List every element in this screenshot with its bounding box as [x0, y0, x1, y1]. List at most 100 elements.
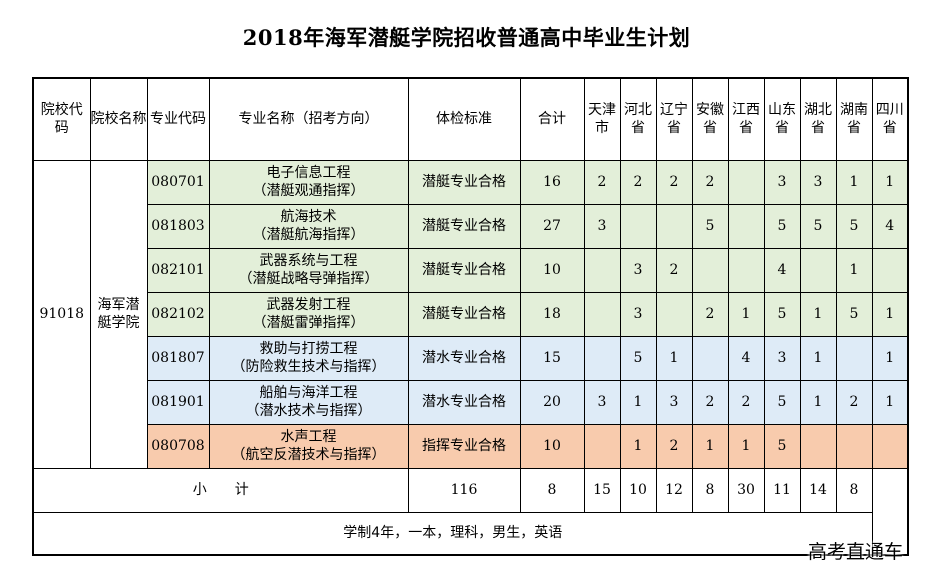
province-count-cell: 5: [691, 203, 729, 249]
province-count-cell: 1: [835, 159, 873, 205]
province-count-cell: 5: [763, 379, 801, 425]
subtotal-count: 8: [835, 467, 873, 513]
total-cell: 15: [519, 335, 585, 381]
watermark: 高考直通车: [807, 541, 903, 563]
header-major-name: 专业名称（招考方向）: [208, 77, 409, 161]
province-count-cell: 2: [727, 379, 765, 425]
subtotal-count: 10: [619, 467, 657, 513]
major-direction: （潜艇雷弹指挥）: [252, 315, 365, 331]
province-count-cell: 1: [871, 335, 909, 381]
table-row: 91018 海军潜艇学院 080701 电子信息工程 （潜艇观通指挥） 潜艇专业合格 16 2…: [32, 159, 909, 469]
subtotal-row: 小 计 116 8 15 10 12 8 30 11 14 8: [32, 467, 908, 513]
physical-standard-cell: 指挥专业合格: [407, 423, 521, 469]
major-code-cell: 080701: [146, 159, 210, 205]
province-count-cell: 1: [691, 423, 729, 469]
major-direction: （潜艇战略导弹指挥）: [238, 271, 379, 287]
header-province: 湖北省: [799, 77, 837, 161]
subtotal-count: 12: [655, 467, 693, 513]
subtotal-label: 小 计: [32, 467, 409, 513]
province-count-cell: 1: [871, 291, 909, 337]
province-count-cell: 2: [691, 291, 729, 337]
province-count-cell: 2: [691, 159, 729, 205]
province-count-cell: [655, 203, 693, 249]
major-name: 水声工程: [280, 429, 337, 445]
subtotal-count: 30: [727, 467, 765, 513]
province-count-cell: 2: [691, 379, 729, 425]
header-province: 湖南省: [835, 77, 873, 161]
header-school-code: 院校代码: [32, 77, 91, 161]
province-count-cell: 1: [727, 423, 765, 469]
province-count-cell: 3: [799, 159, 837, 205]
header-school-name: 院校名称: [89, 77, 148, 161]
province-count-cell: 1: [655, 335, 693, 381]
province-count-cell: 2: [583, 159, 621, 205]
physical-standard-cell: 潜艇专业合格: [407, 159, 521, 205]
major-name: 武器系统与工程: [259, 253, 358, 269]
major-name: 武器发射工程: [266, 297, 351, 313]
province-count-cell: 2: [655, 423, 693, 469]
page-title: 2018年海军潜艇学院招收普通高中毕业生计划: [242, 25, 691, 50]
province-count-cell: 1: [619, 423, 657, 469]
province-count-cell: 2: [835, 379, 873, 425]
header-province: 辽宁省: [655, 77, 693, 161]
province-count-cell: 1: [835, 247, 873, 293]
major-direction: （防险救生技术与指挥）: [231, 359, 386, 375]
province-count-cell: 1: [799, 379, 837, 425]
major-name-cell: 水声工程 （航空反潜技术与指挥）: [208, 423, 409, 469]
total-cell: 18: [519, 291, 585, 337]
province-count-cell: [619, 203, 657, 249]
province-count-cell: 5: [763, 423, 801, 469]
table-row: 081901 船舶与海洋工程 （潜水技术与指挥） 潜水专业合格 20 3 1 3 2 2 5 1 2 1: [33, 379, 909, 425]
header-province: 天津市: [583, 77, 621, 161]
province-count-cell: 5: [835, 291, 873, 337]
header-major-code: 专业代码: [146, 77, 210, 161]
major-name: 船舶与海洋工程: [259, 385, 358, 401]
major-code-cell: 082102: [146, 291, 210, 337]
footnote: 学制4年，一本，理科，男生，英语: [32, 511, 873, 556]
province-count-cell: 1: [727, 291, 765, 337]
header-province: 河北省: [619, 77, 657, 161]
province-count-cell: [835, 423, 873, 469]
province-count-cell: [655, 291, 693, 337]
subtotal-count: 15: [583, 467, 621, 513]
province-count-cell: 2: [619, 159, 657, 205]
total-cell: 10: [519, 423, 585, 469]
major-direction: （潜艇航海指挥）: [252, 227, 365, 243]
major-name-cell: 武器系统与工程 （潜艇战略导弹指挥）: [208, 247, 409, 293]
province-count-cell: 1: [799, 291, 837, 337]
province-count-cell: 3: [619, 247, 657, 293]
province-count-cell: 5: [763, 203, 801, 249]
province-count-cell: [691, 247, 729, 293]
province-count-cell: 3: [619, 291, 657, 337]
table-row: 080708 水声工程 （航空反潜技术与指挥） 指挥专业合格 10 1 2 1 1 5: [33, 423, 909, 469]
header-total: 合计: [519, 77, 585, 161]
province-count-cell: 3: [763, 335, 801, 381]
province-count-cell: 3: [655, 379, 693, 425]
table-row: 082102 武器发射工程 （潜艇雷弹指挥） 潜艇专业合格 18 3 2 1 5 1 5 1: [33, 291, 909, 337]
province-count-cell: [583, 247, 621, 293]
header-province: 安徽省: [691, 77, 729, 161]
province-count-cell: [871, 423, 909, 469]
school-code-cell: 91018: [32, 159, 91, 469]
subtotal-count: 8: [691, 467, 729, 513]
physical-standard-cell: 潜水专业合格: [407, 379, 521, 425]
header-province: 山东省: [763, 77, 801, 161]
total-cell: 20: [519, 379, 585, 425]
header-row: 院校代码 院校名称 专业代码 专业名称（招考方向） 体检标准 合计 天津市 河北…: [32, 77, 909, 161]
province-count-cell: [799, 247, 837, 293]
table-row: 081803 航海技术 （潜艇航海指挥） 潜艇专业合格 27 3 5 5 5 5 4: [33, 203, 909, 249]
major-name-cell: 武器发射工程 （潜艇雷弹指挥）: [208, 291, 409, 337]
province-count-cell: 4: [727, 335, 765, 381]
subtotal-count: 8: [519, 467, 585, 513]
province-count-cell: 5: [619, 335, 657, 381]
header-physical-standard: 体检标准: [407, 77, 521, 161]
subtotal-count: 11: [763, 467, 801, 513]
physical-standard-cell: 潜艇专业合格: [407, 203, 521, 249]
major-code-cell: 080708: [146, 423, 210, 469]
province-count-cell: [871, 247, 909, 293]
province-count-cell: 3: [583, 203, 621, 249]
major-name-cell: 电子信息工程 （潜艇观通指挥）: [208, 159, 409, 205]
major-direction: （潜水技术与指挥）: [245, 403, 372, 419]
major-direction: （潜艇观通指挥）: [252, 183, 365, 199]
major-code-cell: 081807: [146, 335, 210, 381]
